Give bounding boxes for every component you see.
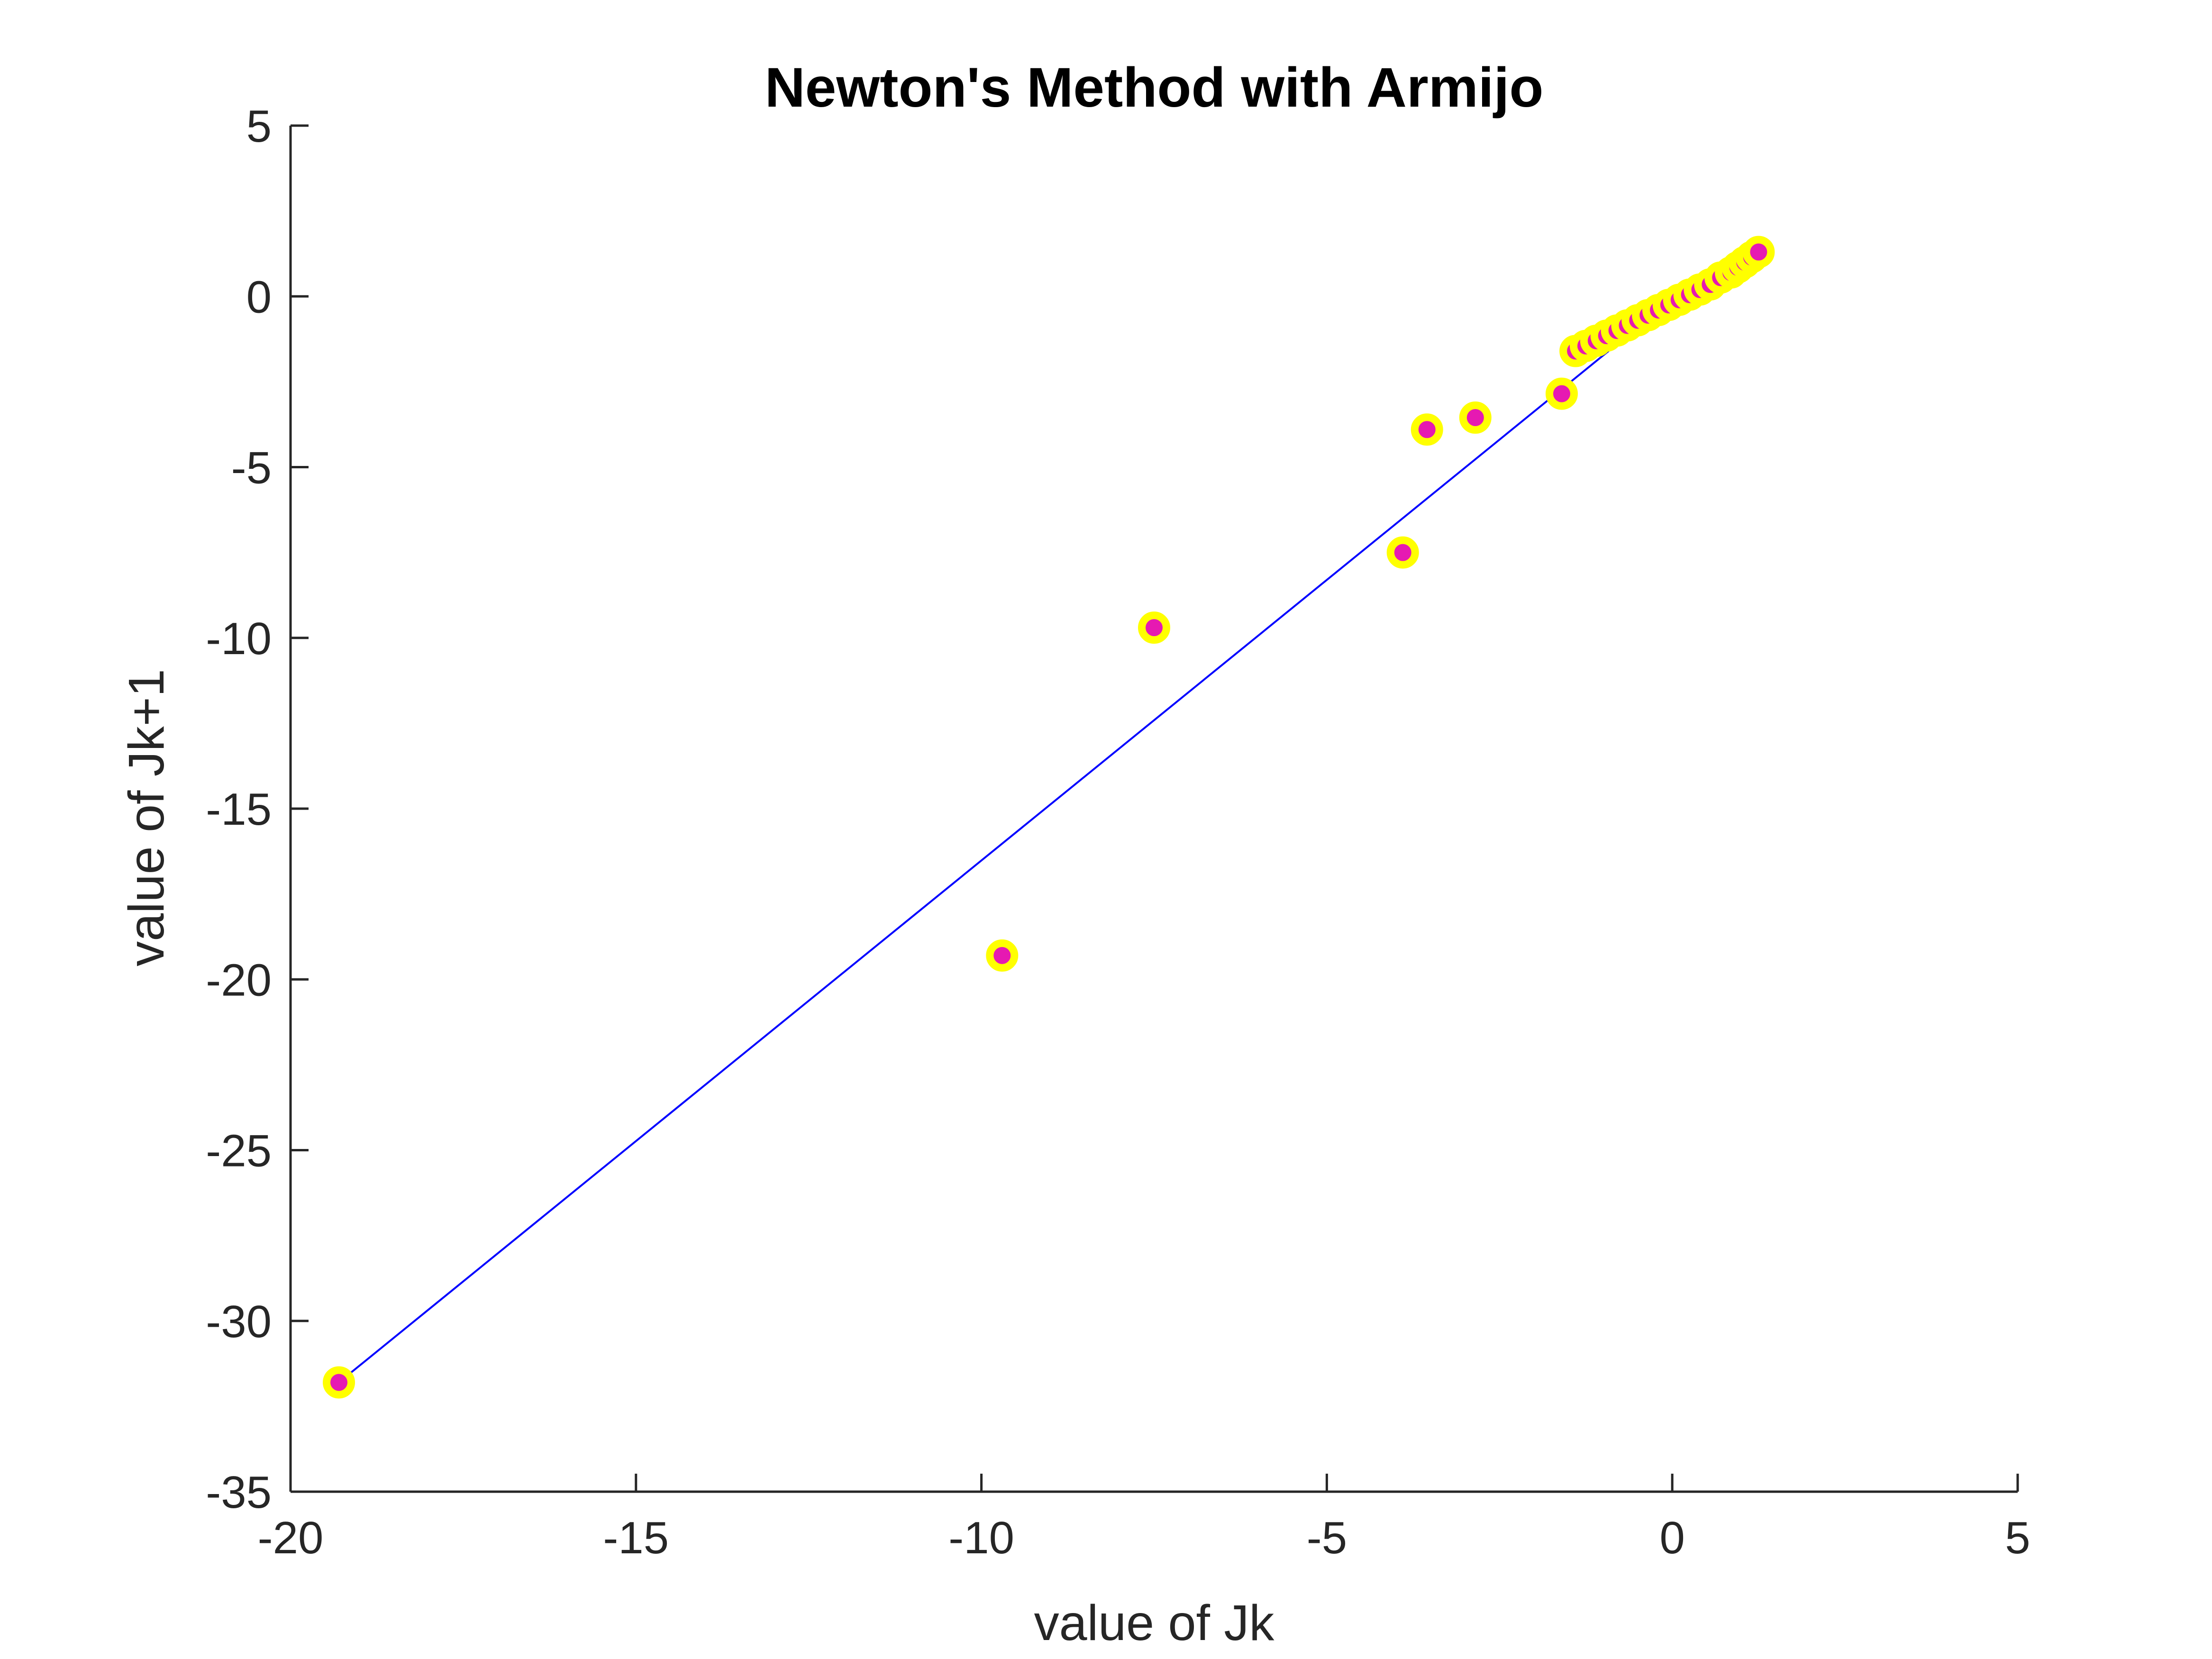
y-tick-label: -20: [206, 955, 272, 1005]
x-tick-label: -15: [603, 1513, 669, 1563]
x-tick-label: 5: [2005, 1513, 2030, 1563]
data-point: [1138, 611, 1170, 644]
data-point: [1459, 401, 1492, 434]
x-axis-label: value of Jk: [1034, 1595, 1275, 1651]
y-tick-label: -35: [206, 1467, 272, 1518]
fit-line-group: [338, 264, 1714, 1383]
data-point: [1742, 236, 1775, 268]
x-axis: -20 -15 -10 -5 0 5: [258, 1474, 2030, 1563]
data-point: [323, 1366, 355, 1399]
y-axis: 5 0 -5 -10 -15 -20 -25 -30 -35: [206, 101, 309, 1518]
x-tick-label: -5: [1307, 1513, 1347, 1563]
y-tick-label: -5: [231, 443, 272, 493]
data-point: [1386, 536, 1419, 569]
x-tick-label: -20: [258, 1513, 324, 1563]
data-point: [1545, 377, 1578, 410]
y-axis-label: value of Jk+1: [118, 669, 174, 966]
data-point: [1411, 413, 1443, 446]
y-tick-label: 5: [246, 101, 272, 152]
y-tick-label: -15: [206, 784, 272, 835]
x-tick-label: -10: [948, 1513, 1014, 1563]
x-tick-label: 0: [1660, 1513, 1685, 1563]
y-tick-label: -30: [206, 1296, 272, 1347]
chart-title: Newton's Method with Armijo: [765, 56, 1544, 119]
fit-line: [338, 264, 1714, 1383]
data-point: [986, 939, 1019, 972]
y-tick-label: 0: [246, 272, 272, 322]
y-tick-label: -25: [206, 1126, 272, 1176]
y-tick-label: -10: [206, 613, 272, 664]
data-points: [323, 236, 1775, 1399]
